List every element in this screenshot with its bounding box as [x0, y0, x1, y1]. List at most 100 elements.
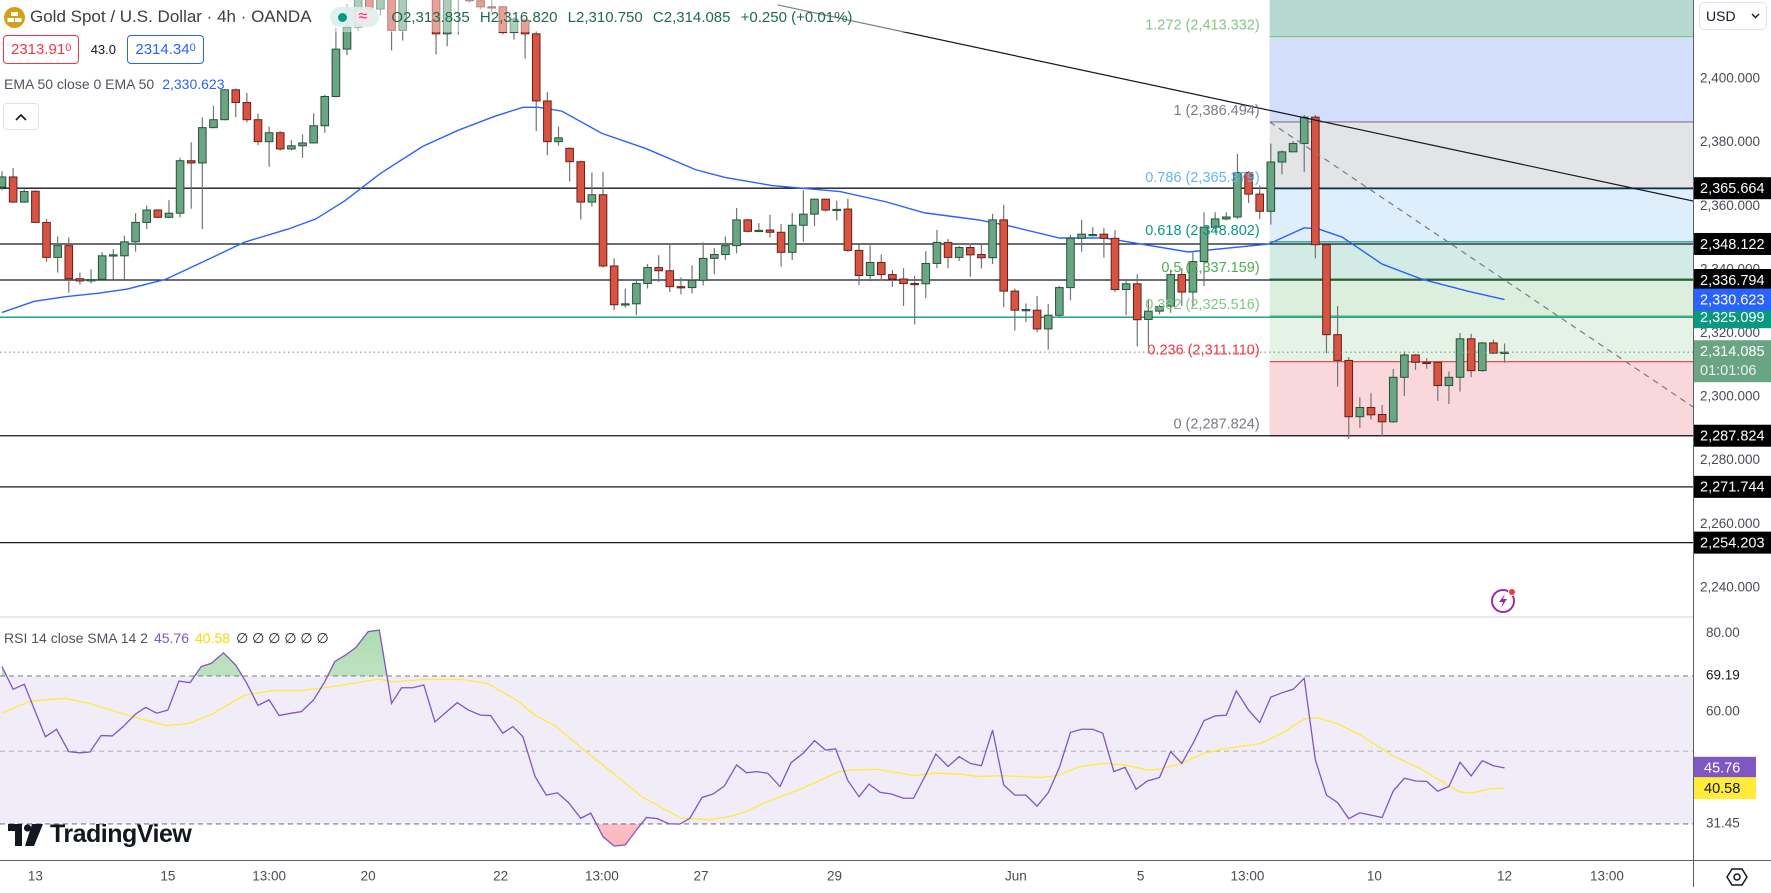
candle[interactable] [1099, 228, 1109, 258]
level-price-badge[interactable]: 2,325.099 [1694, 306, 1771, 329]
ema-price-badge[interactable]: 2,330.623 [1694, 288, 1771, 311]
candle[interactable] [865, 245, 875, 282]
trendline[interactable] [777, 4, 1695, 202]
candle[interactable] [1400, 351, 1409, 397]
candle[interactable] [1066, 234, 1075, 301]
candle[interactable] [1333, 306, 1342, 387]
candle[interactable] [754, 223, 764, 233]
sell-button[interactable]: 2313.91 0 [3, 35, 80, 64]
candle[interactable] [0, 171, 7, 191]
candle[interactable] [376, 0, 385, 16]
candle[interactable] [387, 0, 396, 51]
candle[interactable] [1411, 354, 1420, 370]
candle[interactable] [476, 0, 485, 10]
candle[interactable] [487, 0, 497, 13]
candle[interactable] [1210, 212, 1220, 232]
candle[interactable] [287, 140, 296, 151]
level-price-badge[interactable]: 2,348.122 [1694, 232, 1771, 255]
candle[interactable] [75, 272, 85, 285]
candle[interactable] [598, 171, 608, 268]
candle[interactable] [131, 213, 140, 252]
candle[interactable] [1222, 212, 1231, 221]
candle[interactable] [120, 235, 129, 280]
candle[interactable] [676, 277, 686, 295]
candle[interactable] [988, 213, 997, 265]
symbol-title[interactable]: Gold Spot / U.S. Dollar · 4h · OANDA [30, 7, 312, 26]
candle[interactable] [455, 0, 463, 35]
candle[interactable] [186, 142, 196, 209]
candle[interactable] [1121, 280, 1131, 316]
candle[interactable] [654, 255, 663, 282]
candle[interactable] [1055, 286, 1064, 318]
rsi-legend[interactable]: RSI 14 close SMA 14 2 45.76 40.58 ∅ ∅ ∅ ∅ ∅… [4, 630, 329, 647]
candle[interactable] [1177, 268, 1187, 307]
candle[interactable] [1077, 219, 1086, 252]
candle[interactable] [1088, 227, 1098, 237]
current-price-badge[interactable]: 2,314.085 01:01:06 [1694, 340, 1771, 383]
candle[interactable] [1032, 295, 1042, 333]
candle[interactable] [109, 249, 118, 280]
candle[interactable] [86, 269, 96, 284]
candle[interactable] [854, 244, 864, 286]
buy-button[interactable]: 2314.34 0 [127, 35, 204, 64]
rsi-sma-value-badge[interactable]: 40.58 [1694, 777, 1756, 800]
candle[interactable] [776, 224, 786, 267]
rsi-value-badge[interactable]: 45.76 [1694, 756, 1756, 779]
candle[interactable] [710, 247, 719, 275]
candle[interactable] [565, 147, 574, 182]
candle[interactable] [275, 131, 285, 151]
candle[interactable] [876, 254, 886, 281]
candle[interactable] [1155, 304, 1164, 315]
candle[interactable] [732, 208, 741, 254]
candle[interactable] [331, 27, 341, 98]
candle[interactable] [620, 288, 630, 308]
candle[interactable] [1288, 141, 1298, 153]
ema-legend[interactable]: EMA 50 close 0 EMA 50 2,330.623 [4, 76, 225, 92]
candle[interactable] [309, 113, 318, 144]
candle[interactable] [253, 113, 263, 146]
candle[interactable] [153, 209, 163, 219]
candle[interactable] [175, 157, 185, 218]
candle[interactable] [1444, 371, 1454, 404]
candle[interactable] [576, 160, 586, 220]
candle[interactable] [832, 200, 842, 221]
candle[interactable] [687, 265, 697, 294]
candle[interactable] [1233, 154, 1242, 219]
candle[interactable] [320, 94, 330, 133]
candle[interactable] [765, 214, 775, 238]
candle[interactable] [977, 244, 986, 269]
candle[interactable] [53, 236, 62, 273]
lightning-alert-icon[interactable] [1489, 585, 1519, 615]
candle[interactable] [1255, 185, 1264, 219]
collapse-legend-button[interactable] [3, 103, 39, 130]
candle[interactable] [264, 126, 274, 167]
candle[interactable] [698, 242, 708, 286]
candle[interactable] [966, 243, 975, 277]
candle[interactable] [899, 268, 908, 307]
candle[interactable] [1188, 252, 1198, 307]
candle[interactable] [1021, 303, 1031, 322]
level-price-badge[interactable]: 2,254.203 [1694, 531, 1771, 554]
candle[interactable] [242, 92, 252, 123]
candle[interactable] [821, 198, 830, 212]
candle[interactable] [142, 205, 151, 230]
candle[interactable] [943, 238, 953, 269]
candle[interactable] [509, 16, 519, 40]
candle[interactable] [1355, 397, 1365, 428]
candle[interactable] [465, 0, 474, 3]
candle[interactable] [954, 245, 964, 261]
candle[interactable] [1422, 358, 1431, 369]
candle[interactable] [1322, 244, 1331, 354]
candle[interactable] [999, 204, 1009, 308]
candle[interactable] [665, 244, 675, 293]
candle[interactable] [910, 275, 919, 325]
candle[interactable] [1388, 369, 1398, 423]
candle[interactable] [8, 168, 18, 203]
candle[interactable] [843, 198, 853, 252]
candle[interactable] [220, 89, 229, 121]
rsi-pane[interactable] [0, 629, 1693, 847]
market-status-pill[interactable]: ≈ [329, 7, 380, 27]
candle[interactable] [1433, 361, 1443, 401]
candle[interactable] [498, 5, 508, 35]
